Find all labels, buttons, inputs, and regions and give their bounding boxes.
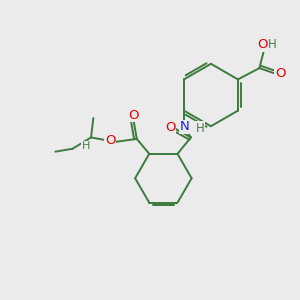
Text: O: O — [129, 109, 139, 122]
Text: H: H — [268, 38, 277, 51]
Text: O: O — [165, 121, 175, 134]
Text: O: O — [275, 67, 285, 80]
Text: O: O — [257, 38, 268, 51]
Text: O: O — [105, 134, 115, 147]
Text: H: H — [82, 141, 90, 152]
Text: H: H — [196, 122, 205, 135]
Text: N: N — [180, 121, 189, 134]
